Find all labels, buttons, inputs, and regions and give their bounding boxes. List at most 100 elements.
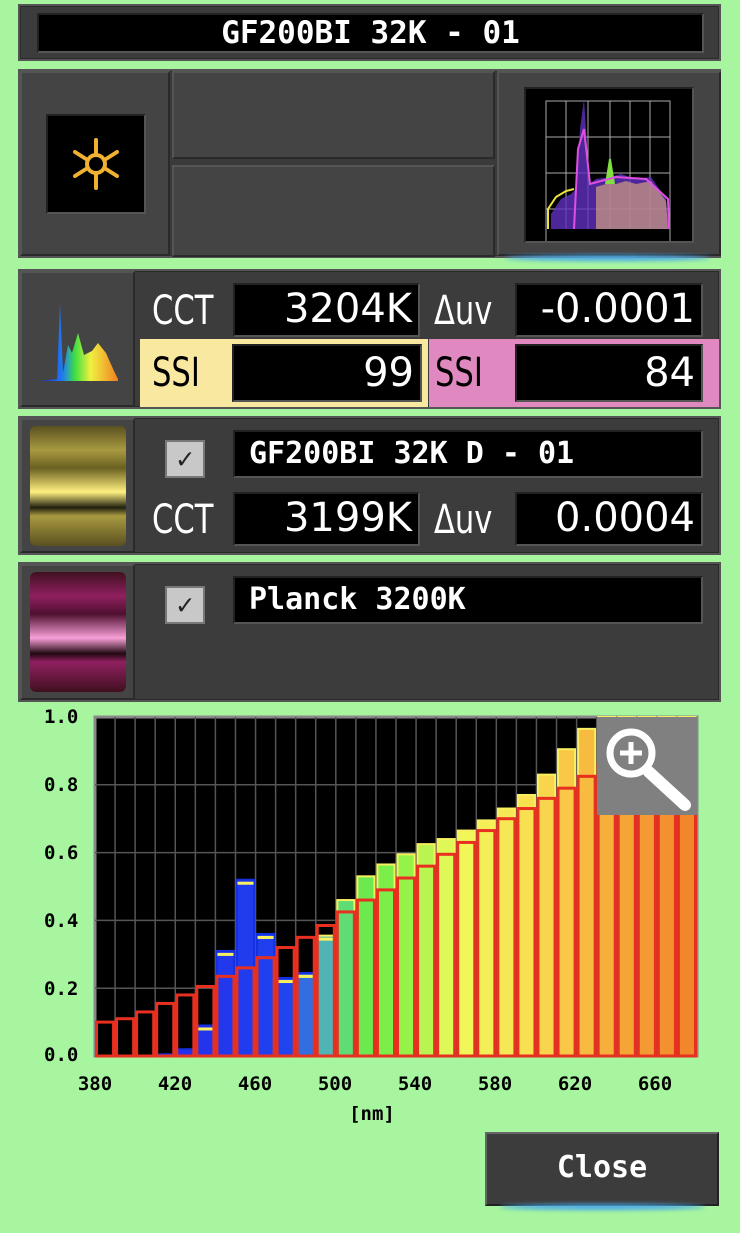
- reference-1-color-swatch: [30, 426, 126, 546]
- measured-bar: [456, 829, 476, 1057]
- title-panel: GF200BI 32K - 01: [18, 4, 721, 61]
- y-tick-label: 0.4: [44, 910, 79, 932]
- measured-bar: [396, 853, 416, 1057]
- measured-bar: [376, 863, 396, 1057]
- spectrum-thumbnail-icon: [545, 99, 671, 278]
- reference-bar: [396, 876, 417, 1058]
- reference-2-checkbox[interactable]: ✓: [165, 586, 205, 624]
- reference-1-panel: ✓ GF200BI 32K D - 01 CCT 3199K Δuv 0.000…: [18, 416, 721, 555]
- reference-bar: [115, 1017, 136, 1058]
- measured-bar-cap: [197, 1027, 214, 1031]
- reference-bar: [295, 935, 316, 1058]
- close-button-glow: [500, 1204, 705, 1210]
- reference-2-panel: ✓ Planck 3200K: [18, 562, 721, 702]
- measured-bar: [356, 875, 376, 1057]
- x-tick-label: 500: [317, 1073, 353, 1095]
- y-tick-label: 1.0: [44, 706, 79, 728]
- measured-bar-cap: [237, 881, 254, 885]
- x-tick-label: 660: [637, 1073, 673, 1095]
- selected-glow: [505, 255, 710, 261]
- measured-bar: [496, 807, 516, 1057]
- reference-1-cct-value: 3199K: [233, 492, 420, 546]
- measured-bar: [276, 977, 296, 1057]
- reference-bar: [135, 1010, 156, 1058]
- measured-bar-cap: [277, 980, 294, 984]
- measured-bar: [316, 934, 336, 1057]
- measured-bar: [557, 748, 577, 1058]
- cct-value: 3204K: [233, 283, 420, 337]
- x-tick-label: 620: [557, 1073, 593, 1095]
- measured-bar: [516, 793, 536, 1057]
- checkmark-icon: ✓: [176, 588, 194, 621]
- y-tick-label: 0.0: [44, 1044, 79, 1066]
- ssi-value-1: 99: [232, 344, 422, 402]
- x-tick-label: 540: [397, 1073, 433, 1095]
- duv-value: -0.0001: [515, 283, 703, 337]
- reference-2-name[interactable]: Planck 3200K: [233, 576, 703, 624]
- measured-bar: [436, 838, 456, 1058]
- sun-icon-box: [46, 114, 146, 214]
- measured-bar: [476, 819, 496, 1057]
- reference-1-cct-label: CCT: [152, 497, 214, 543]
- light-source-button[interactable]: [20, 71, 170, 256]
- zoom-button[interactable]: [597, 717, 697, 815]
- spectrum-icon-cell[interactable]: [20, 271, 135, 407]
- title-field[interactable]: GF200BI 32K - 01: [37, 13, 704, 53]
- reference-bar: [175, 993, 196, 1058]
- reference-bar: [335, 910, 356, 1058]
- measurement-panel: CCT 3204K Δuv -0.0001 SSI 99 SSI 84: [18, 269, 721, 409]
- measured-bar: [336, 899, 356, 1057]
- measured-bar: [296, 971, 316, 1058]
- reference-bar: [476, 829, 497, 1058]
- reference-bar: [456, 840, 477, 1058]
- reference-bar: [556, 786, 577, 1058]
- reference-bar: [496, 817, 517, 1058]
- duv-label: Δuv: [434, 288, 493, 334]
- sun-icon: [73, 138, 119, 190]
- reference-bar: [95, 1020, 116, 1058]
- ssi-value-2: 84: [515, 344, 703, 402]
- measured-bar: [215, 949, 235, 1057]
- reference-bar: [436, 852, 457, 1058]
- measured-bar: [416, 843, 436, 1057]
- spectrum-view-button[interactable]: [497, 71, 721, 278]
- reference-bar: [576, 774, 597, 1058]
- magnifier-plus-icon: [606, 728, 691, 811]
- spectrum-thumbnail: [524, 87, 694, 278]
- spectrum-chart: [93, 715, 699, 1058]
- ssi-label-1: SSI: [152, 350, 200, 396]
- ssi-reference-2: SSI 84: [429, 339, 719, 407]
- reference-bar: [355, 898, 376, 1058]
- y-tick-label: 0.2: [44, 978, 79, 1000]
- x-tick-label: 420: [157, 1073, 193, 1095]
- ssi-reference-1: SSI 99: [140, 339, 428, 407]
- x-tick-label: 460: [237, 1073, 273, 1095]
- measured-bar: [256, 932, 276, 1058]
- reference-bar: [235, 966, 256, 1058]
- source-panel: [18, 69, 721, 278]
- reference-1-color-cell[interactable]: [20, 418, 135, 553]
- reference-2-color-cell[interactable]: [20, 564, 135, 700]
- measured-bar: [536, 773, 557, 1057]
- reference-1-checkbox[interactable]: ✓: [165, 440, 205, 478]
- y-tick-label: 0.8: [44, 774, 79, 796]
- ssi-label-2: SSI: [435, 350, 483, 396]
- reference-bar: [416, 864, 437, 1058]
- close-button[interactable]: Close: [485, 1132, 719, 1206]
- reference-bar: [516, 807, 537, 1058]
- reference-1-name[interactable]: GF200BI 32K D - 01: [233, 430, 703, 478]
- reference-bar: [215, 974, 236, 1058]
- reference-2-color-swatch: [30, 572, 126, 692]
- spectrum-icon: [40, 303, 118, 381]
- reference-bar: [315, 923, 336, 1058]
- info-cell-top[interactable]: [172, 71, 495, 159]
- x-axis-label: [nm]: [349, 1103, 395, 1125]
- measured-bar-cap: [217, 952, 234, 956]
- checkmark-icon: ✓: [176, 442, 194, 475]
- reference-bar: [536, 796, 557, 1058]
- reference-bar: [275, 946, 296, 1058]
- measured-bar: [577, 727, 597, 1058]
- info-cell-bottom[interactable]: [172, 165, 495, 257]
- y-tick-label: 0.6: [44, 842, 79, 864]
- reference-bar: [255, 956, 276, 1058]
